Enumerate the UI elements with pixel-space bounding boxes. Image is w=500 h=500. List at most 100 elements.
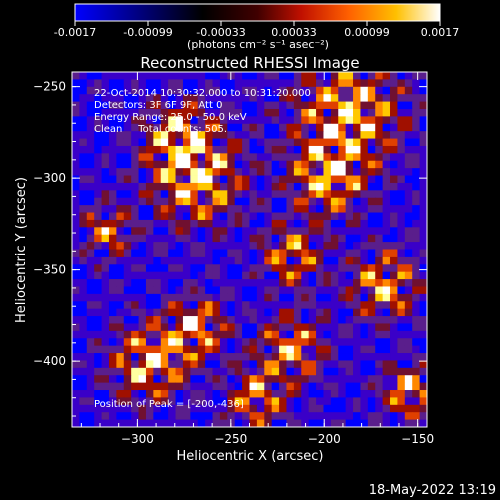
heatmap-cell	[360, 168, 369, 176]
heatmap-cell	[360, 108, 369, 117]
heatmap-cell	[160, 168, 169, 176]
heatmap-cell	[145, 138, 154, 147]
heatmap-cell	[323, 79, 332, 88]
annotation-clean-counts: Clean Total counts: 505.	[94, 124, 227, 135]
heatmap-cell	[316, 323, 324, 332]
heatmap-cell	[131, 108, 139, 117]
heatmap-cell	[353, 360, 361, 369]
heatmap-cell	[249, 108, 258, 117]
heatmap-cell	[308, 293, 317, 302]
heatmap-cell	[419, 197, 427, 206]
heatmap-cell	[412, 404, 421, 413]
heatmap-cell	[86, 256, 95, 265]
heatmap-cell	[242, 145, 250, 154]
heatmap-cell	[197, 345, 206, 354]
heatmap-cell	[345, 323, 354, 332]
heatmap-cell	[131, 94, 139, 102]
heatmap-cell	[182, 168, 191, 176]
heatmap-cell	[249, 301, 258, 310]
heatmap-cell	[264, 79, 273, 88]
heatmap-cell	[116, 205, 125, 213]
heatmap-cell	[168, 182, 176, 191]
heatmap-cell	[168, 138, 176, 147]
heatmap-cell	[175, 293, 184, 302]
heatmap-cell	[249, 390, 258, 398]
heatmap-cell	[375, 345, 384, 354]
heatmap-cell	[323, 286, 332, 295]
heatmap-cell	[390, 101, 398, 110]
heatmap-cell	[94, 308, 102, 317]
heatmap-cell	[375, 242, 384, 250]
heatmap-cell	[205, 412, 213, 421]
heatmap-cell	[390, 367, 398, 376]
heatmap-cell	[382, 375, 391, 384]
heatmap-cell	[168, 197, 176, 206]
heatmap-cell	[286, 382, 295, 391]
heatmap-cell	[86, 308, 95, 317]
heatmap-cell	[116, 264, 125, 273]
heatmap-cell	[168, 412, 176, 421]
heatmap-cell	[367, 116, 376, 125]
heatmap-cell	[79, 242, 88, 250]
heatmap-cell	[182, 404, 191, 413]
heatmap-cell	[227, 330, 236, 339]
heatmap-cell	[271, 390, 280, 398]
heatmap-cell	[412, 271, 421, 280]
heatmap-cell	[182, 316, 191, 324]
heatmap-cell	[367, 212, 376, 221]
heatmap-cell	[168, 168, 176, 176]
colorbar-tick-label: 0.0017	[421, 26, 460, 39]
heatmap-cell	[316, 412, 324, 421]
heatmap-cell	[375, 338, 384, 347]
heatmap-cell	[123, 86, 132, 95]
heatmap-cell	[256, 153, 265, 162]
heatmap-cell	[367, 249, 376, 258]
heatmap-cell	[94, 375, 102, 384]
heatmap-cell	[123, 160, 132, 169]
heatmap-cell	[249, 72, 258, 80]
heatmap-cell	[338, 323, 347, 332]
heatmap-cell	[412, 397, 421, 406]
heatmap-cell	[234, 197, 243, 206]
heatmap-cell	[168, 145, 176, 154]
heatmap-cell	[219, 419, 228, 427]
heatmap-cell	[205, 404, 213, 413]
heatmap-cell	[131, 390, 139, 398]
heatmap-cell	[338, 175, 347, 184]
heatmap-cell	[419, 242, 427, 250]
heatmap-cell	[86, 219, 95, 228]
heatmap-cell	[308, 345, 317, 354]
heatmap-cell	[145, 212, 154, 221]
heatmap-cell	[397, 323, 406, 332]
heatmap-cell	[397, 190, 406, 199]
heatmap-cell	[123, 101, 132, 110]
heatmap-cell	[227, 256, 236, 265]
heatmap-cell	[138, 271, 147, 280]
heatmap-cell	[338, 264, 347, 273]
heatmap-cell	[316, 175, 324, 184]
heatmap-cell	[219, 138, 228, 147]
heatmap-cell	[182, 205, 191, 213]
heatmap-cell	[264, 205, 273, 213]
heatmap-cell	[123, 323, 132, 332]
heatmap-cell	[404, 227, 413, 236]
heatmap-cell	[72, 116, 80, 125]
heatmap-cell	[286, 353, 295, 361]
heatmap-cell	[293, 182, 302, 191]
heatmap-cell	[242, 212, 250, 221]
heatmap-cell	[86, 175, 95, 184]
heatmap-cell	[242, 404, 250, 413]
heatmap-cell	[205, 153, 213, 162]
heatmap-cell	[419, 367, 427, 376]
heatmap-cell	[316, 205, 324, 213]
heatmap-cell	[138, 168, 147, 176]
heatmap-cell	[412, 286, 421, 295]
heatmap-cell	[412, 316, 421, 324]
heatmap-cell	[219, 227, 228, 236]
heatmap-cell	[153, 72, 162, 80]
heatmap-cell	[205, 360, 213, 369]
heatmap-cell	[131, 397, 139, 406]
heatmap-cell	[367, 293, 376, 302]
heatmap-cell	[375, 286, 384, 295]
heatmap-cell	[286, 308, 295, 317]
